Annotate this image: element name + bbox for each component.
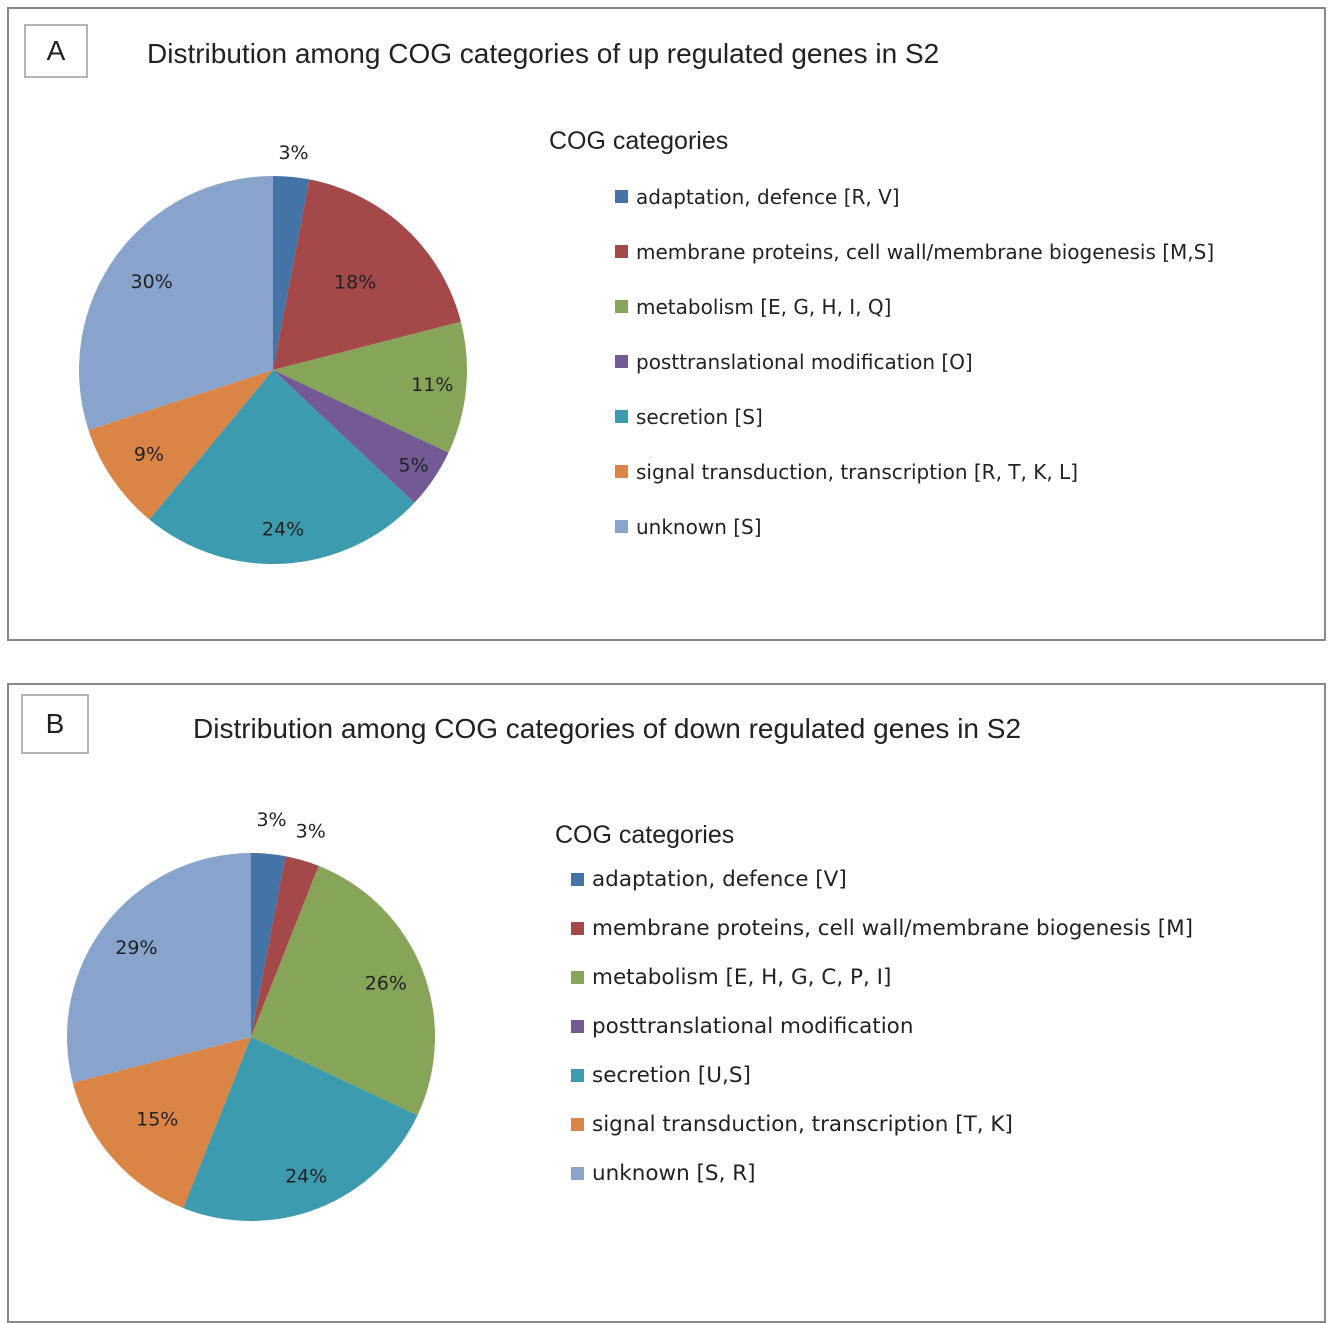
data-label-unknown-s: 30% xyxy=(131,271,173,293)
legend-swatch xyxy=(571,1020,584,1033)
pie-slice-metabolism-e-h-g-c-p-i xyxy=(251,865,436,1116)
legend-label: posttranslational modification [O] xyxy=(636,349,973,374)
legend-label: adaptation, defence [V] xyxy=(592,867,847,892)
legend-swatch xyxy=(615,520,628,533)
pie-slice-unknown-s xyxy=(78,176,273,430)
panel-label-a: A xyxy=(24,24,88,78)
legend-title-a: COG categories xyxy=(549,127,729,155)
legend-b: adaptation, defence [V] membrane proteins… xyxy=(571,855,1193,1198)
legend-swatch xyxy=(571,873,584,886)
legend-swatch xyxy=(571,922,584,935)
legend-swatch xyxy=(615,300,628,313)
legend-label: unknown [S] xyxy=(636,514,762,539)
legend-item-metabolism-e-g-h-i-q: metabolism [E, G, H, I, Q] xyxy=(615,279,1214,334)
panel-label-b: B xyxy=(21,694,89,754)
pie-chart-a: 3% 18% 11% 5% 24% 9% 30% xyxy=(78,142,467,564)
data-label-posttranslational-modification-o: 5% xyxy=(399,455,429,477)
legend-swatch xyxy=(615,355,628,368)
legend-label: secretion [U,S] xyxy=(592,1063,751,1088)
data-label-membrane-proteins-cell-wall-membrane-biogenesis-m-s: 18% xyxy=(334,272,376,294)
legend-item-unknown-s-r: unknown [S, R] xyxy=(571,1149,1193,1198)
pie-slice-membrane-proteins-cell-wall-membrane-biogenesis-m xyxy=(251,856,319,1037)
chart-panel-a: A Distribution among COG categories of u… xyxy=(7,7,1326,641)
legend-item-signal-transduction-transcription-r-t-k-l: signal transduction, transcription [R, T… xyxy=(615,444,1214,499)
legend-label: unknown [S, R] xyxy=(592,1161,756,1186)
data-label-metabolism-e-h-g-c-p-i: 26% xyxy=(365,973,407,995)
data-label-adaptation-defence-v: 3% xyxy=(256,809,286,831)
legend-swatch xyxy=(571,971,584,984)
legend-item-membrane-proteins-cell-wall-membrane-biogenesis-m: membrane proteins, cell wall/membrane bi… xyxy=(571,904,1193,953)
data-label-adaptation-defence-r-v: 3% xyxy=(278,142,308,164)
pie-slice-adaptation-defence-r-v xyxy=(273,176,310,370)
legend-item-adaptation-defence-v: adaptation, defence [V] xyxy=(571,855,1193,904)
data-label-secretion-u-s: 24% xyxy=(285,1165,327,1187)
legend-swatch xyxy=(615,465,628,478)
data-label-signal-transduction-transcription-t-k: 15% xyxy=(136,1109,178,1131)
legend-swatch xyxy=(615,245,628,258)
legend-item-metabolism-e-h-g-c-p-i: metabolism [E, H, G, C, P, I] xyxy=(571,953,1193,1002)
legend-a: adaptation, defence [R, V] membrane prote… xyxy=(615,169,1214,554)
data-label-signal-transduction-transcription-r-t-k-l: 9% xyxy=(134,443,164,465)
pie-slice-unknown-s-r xyxy=(66,853,251,1083)
legend-label: signal transduction, transcription [R, T… xyxy=(636,459,1079,484)
legend-label: posttranslational modification xyxy=(592,1014,914,1039)
data-label-metabolism-e-g-h-i-q: 11% xyxy=(411,374,453,396)
pie-slice-signal-transduction-transcription-t-k xyxy=(72,1037,251,1209)
pie-slice-metabolism-e-g-h-i-q xyxy=(273,321,467,453)
pie-slice-posttranslational-modification-o xyxy=(273,370,449,503)
pie-slice-secretion-s xyxy=(149,370,415,564)
legend-item-secretion-u-s: secretion [U,S] xyxy=(571,1051,1193,1100)
legend-title-b: COG categories xyxy=(555,821,735,849)
legend-swatch xyxy=(571,1167,584,1180)
legend-item-posttranslational-modification: posttranslational modification xyxy=(571,1002,1193,1051)
chart-title-b: Distribution among COG categories of dow… xyxy=(193,713,1022,744)
data-label-membrane-proteins-cell-wall-membrane-biogenesis-m: 3% xyxy=(296,820,326,842)
pie-slice-adaptation-defence-v xyxy=(251,853,286,1037)
chart-panel-b: B Distribution among COG categories of d… xyxy=(7,683,1326,1323)
data-label-secretion-s: 24% xyxy=(262,519,304,541)
legend-item-signal-transduction-transcription-t-k: signal transduction, transcription [T, K… xyxy=(571,1100,1193,1149)
legend-label: metabolism [E, G, H, I, Q] xyxy=(636,294,892,319)
legend-label: secretion [S] xyxy=(636,404,763,429)
legend-label: metabolism [E, H, G, C, P, I] xyxy=(592,965,892,990)
pie-slice-membrane-proteins-cell-wall-membrane-biogenesis-m-s xyxy=(273,179,461,370)
legend-item-posttranslational-modification-o: posttranslational modification [O] xyxy=(615,334,1214,389)
legend-item-adaptation-defence-r-v: adaptation, defence [R, V] xyxy=(615,169,1214,224)
legend-swatch xyxy=(615,190,628,203)
chart-title-a: Distribution among COG categories of up … xyxy=(147,38,940,69)
legend-label: signal transduction, transcription [T, K… xyxy=(592,1112,1013,1137)
pie-slice-signal-transduction-transcription-r-t-k-l xyxy=(88,370,274,520)
legend-swatch xyxy=(615,410,628,423)
legend-item-unknown-s: unknown [S] xyxy=(615,499,1214,554)
legend-swatch xyxy=(571,1118,584,1131)
pie-slice-secretion-u-s xyxy=(183,1037,418,1221)
legend-swatch xyxy=(571,1069,584,1082)
legend-item-membrane-proteins-cell-wall-membrane-biogenesis-m-s: membrane proteins, cell wall/membrane bi… xyxy=(615,224,1214,279)
legend-label: adaptation, defence [R, V] xyxy=(636,184,900,209)
legend-label: membrane proteins, cell wall/membrane bi… xyxy=(636,239,1215,264)
legend-item-secretion-s: secretion [S] xyxy=(615,389,1214,444)
legend-label: membrane proteins, cell wall/membrane bi… xyxy=(592,916,1194,941)
data-label-unknown-s-r: 29% xyxy=(115,937,157,959)
pie-chart-b: 3% 3% 26% 24% 15% 29% xyxy=(66,809,436,1221)
